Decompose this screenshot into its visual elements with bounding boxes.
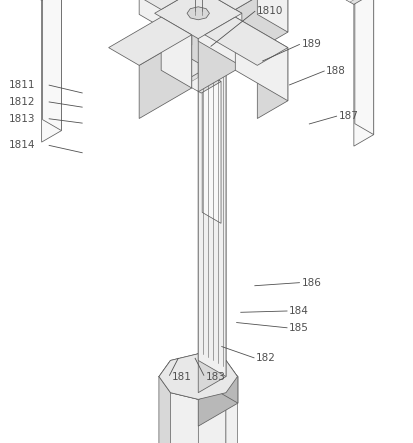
Polygon shape [235,0,288,62]
Polygon shape [187,7,209,20]
Polygon shape [159,354,237,399]
Polygon shape [205,17,288,66]
Polygon shape [226,361,237,443]
Polygon shape [159,17,238,63]
Polygon shape [257,47,288,119]
Polygon shape [171,51,226,82]
Polygon shape [198,51,226,377]
Polygon shape [198,17,238,66]
Text: 188: 188 [326,66,346,76]
Polygon shape [194,0,214,54]
Polygon shape [355,0,374,135]
Text: 184: 184 [289,306,309,316]
Polygon shape [198,354,238,403]
Polygon shape [139,35,192,119]
Polygon shape [198,13,242,92]
Polygon shape [339,0,370,2]
Text: 1810: 1810 [257,6,283,16]
Polygon shape [198,0,242,66]
Text: 181: 181 [171,373,191,382]
Polygon shape [42,0,62,142]
Polygon shape [354,0,374,146]
Text: 1813: 1813 [9,114,36,124]
Polygon shape [195,0,214,42]
Polygon shape [186,73,217,91]
Polygon shape [202,70,221,223]
Polygon shape [335,0,374,4]
Text: 1812: 1812 [9,97,36,107]
Text: 186: 186 [301,278,321,288]
Polygon shape [226,377,237,443]
Polygon shape [159,354,238,400]
Polygon shape [198,40,238,89]
Polygon shape [198,377,238,426]
Polygon shape [159,354,237,399]
Text: 183: 183 [206,373,225,382]
Polygon shape [159,361,171,443]
Polygon shape [198,66,226,392]
Polygon shape [43,0,62,131]
Polygon shape [205,0,288,9]
Polygon shape [257,0,288,32]
Polygon shape [183,70,221,93]
Polygon shape [109,0,192,9]
Polygon shape [201,82,221,235]
Text: 182: 182 [256,353,276,363]
Text: 189: 189 [301,39,321,49]
Polygon shape [139,0,192,45]
Polygon shape [154,0,242,39]
Text: 185: 185 [289,323,309,333]
Polygon shape [109,17,192,66]
Text: 1811: 1811 [9,80,36,90]
Polygon shape [235,17,288,101]
Polygon shape [159,377,171,443]
Polygon shape [171,392,198,443]
Polygon shape [198,392,226,443]
Polygon shape [161,17,192,88]
Text: 187: 187 [339,111,358,121]
Polygon shape [161,0,192,62]
Text: 1814: 1814 [9,140,36,150]
